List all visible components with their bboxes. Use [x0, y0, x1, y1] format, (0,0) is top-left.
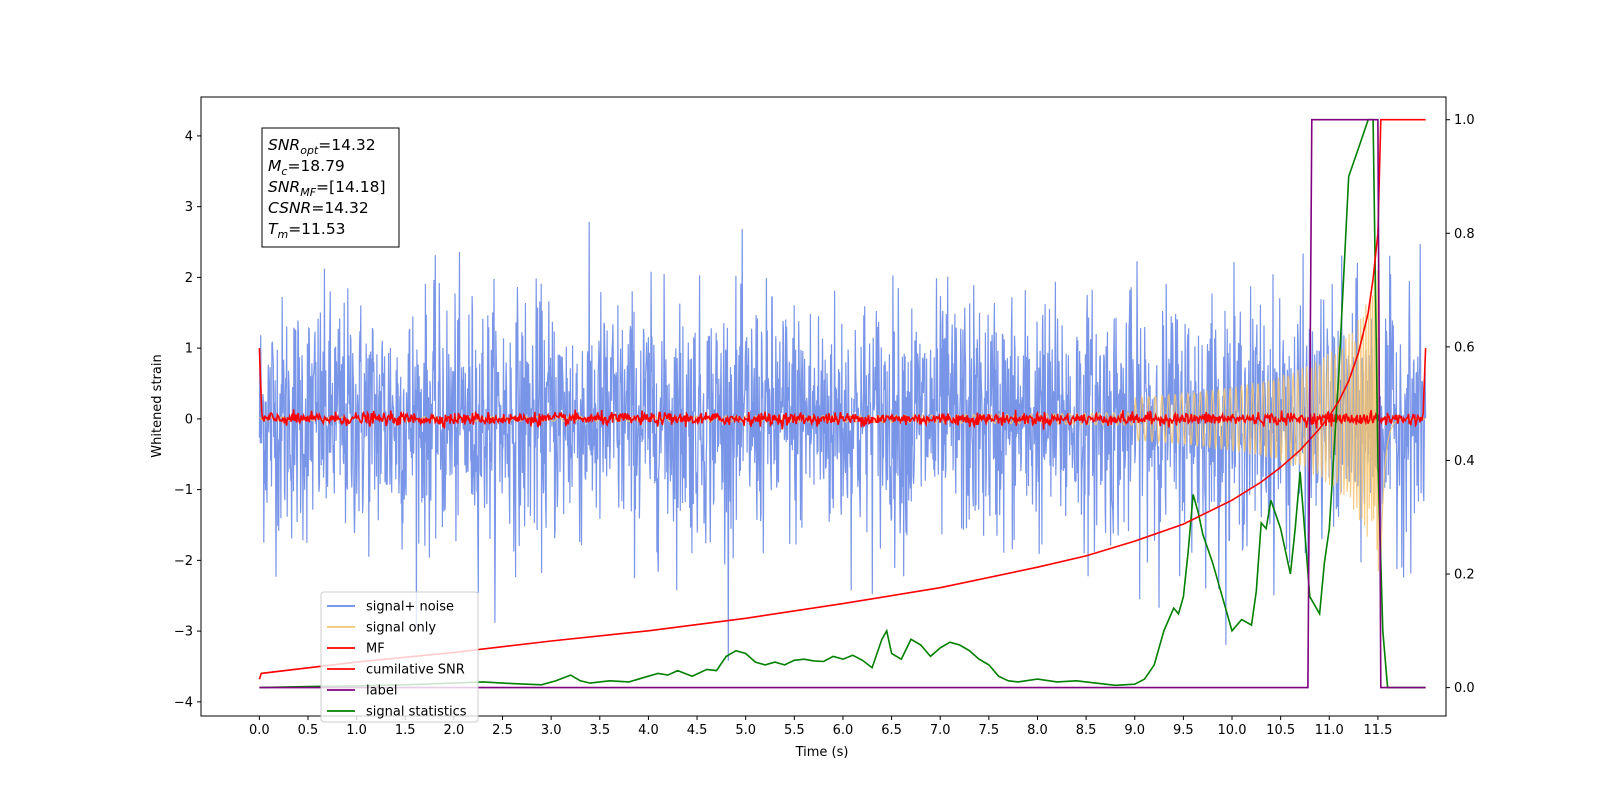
y2-tick-label: 0.6 [1454, 340, 1475, 355]
legend-label-text: label [366, 684, 397, 699]
series-mf [258, 348, 1427, 430]
legend-mf-text: MF [366, 642, 385, 657]
annotation-snr-mf: SNRMF=[14.18] [268, 178, 386, 199]
x-tick-label: 6.0 [833, 723, 854, 738]
legend-signal-only-text: signal only [366, 621, 436, 636]
y-tick-label: −1 [174, 483, 193, 498]
series-cumulative-snr [258, 118, 1426, 680]
y-tick-label: −2 [174, 554, 193, 569]
y-tick-label: −3 [174, 625, 193, 640]
x-tick-label: 7.0 [930, 723, 951, 738]
y-tick-label: 3 [185, 200, 193, 215]
x-axis-label: Time (s) [795, 745, 849, 760]
x-tick-label: 8.0 [1027, 723, 1048, 738]
x-tick-label: 5.5 [784, 723, 805, 738]
annotation-frame [261, 127, 400, 248]
y-axis-label: Whitened strain [150, 354, 165, 457]
annotation-tm: Tm=11.53 [268, 220, 346, 241]
x-tick-label: 11.5 [1363, 723, 1392, 738]
y-tick-label: 1 [185, 342, 193, 357]
x-tick-label: 0.5 [298, 723, 319, 738]
y2-tick-label: 0.2 [1454, 568, 1475, 583]
x-tick-label: 3.5 [589, 723, 610, 738]
y-tick-label: 4 [185, 129, 193, 144]
x-tick-label: 8.5 [1076, 723, 1097, 738]
plot-frame [200, 96, 1447, 717]
series-signal-noise [258, 221, 1427, 661]
annotation-box: SNRopt=14.32 Mc=18.79 SNRMF=[14.18] CSNR… [261, 127, 400, 248]
legend-cumulative-snr-text: cumilative SNR [366, 663, 465, 678]
legend-signal-noise-text: signal+ noise [366, 600, 454, 615]
x-tick-label: 3.0 [541, 723, 562, 738]
x-tick-label: 9.0 [1124, 723, 1145, 738]
x-tick-label: 2.5 [492, 723, 513, 738]
plot-series [258, 118, 1427, 689]
x-axis: 0.0 0.5 1.0 1.5 2.0 2.5 3.0 3.5 4.0 4.5 5.0 5.5 6.0 6… [249, 716, 1392, 738]
x-tick-label: 1.0 [346, 723, 367, 738]
x-tick-label: 4.0 [638, 723, 659, 738]
series-signal-statistics [259, 118, 1426, 689]
y-axis-left: 4 3 2 1 0 −1 −2 −3 −4 [174, 129, 201, 710]
x-tick-label: 1.5 [395, 723, 416, 738]
y-tick-label: 2 [185, 271, 193, 286]
y-axis-right: 1.0 0.8 0.6 0.4 0.2 0.0 [1446, 113, 1475, 696]
x-tick-label: 9.5 [1173, 723, 1194, 738]
x-tick-label: 2.0 [444, 723, 465, 738]
legend-frame [320, 591, 479, 723]
annotation-snr-opt: SNRopt=14.32 [268, 136, 376, 157]
legend: signal+ noise signal only MF cumilative SNR… [320, 591, 479, 723]
y2-tick-label: 1.0 [1454, 113, 1475, 128]
y-tick-label: 0 [185, 412, 193, 427]
y-tick-label: −4 [174, 695, 193, 710]
series-label [259, 118, 1426, 689]
x-tick-label: 0.0 [249, 723, 270, 738]
x-tick-label: 10.5 [1266, 723, 1295, 738]
x-tick-label: 10.0 [1218, 723, 1247, 738]
x-tick-label: 6.5 [881, 723, 902, 738]
y2-tick-label: 0.4 [1454, 454, 1475, 469]
annotation-mc: Mc=18.79 [268, 157, 345, 178]
x-tick-label: 7.5 [979, 723, 1000, 738]
legend-signal-statistics-text: signal statistics [366, 705, 467, 720]
x-tick-label: 5.0 [735, 723, 756, 738]
x-tick-label: 4.5 [687, 723, 708, 738]
x-tick-label: 11.0 [1315, 723, 1344, 738]
annotation-csnr: CSNR=14.32 [268, 199, 369, 217]
y2-tick-label: 0.0 [1454, 681, 1475, 696]
y2-tick-label: 0.8 [1454, 227, 1475, 242]
